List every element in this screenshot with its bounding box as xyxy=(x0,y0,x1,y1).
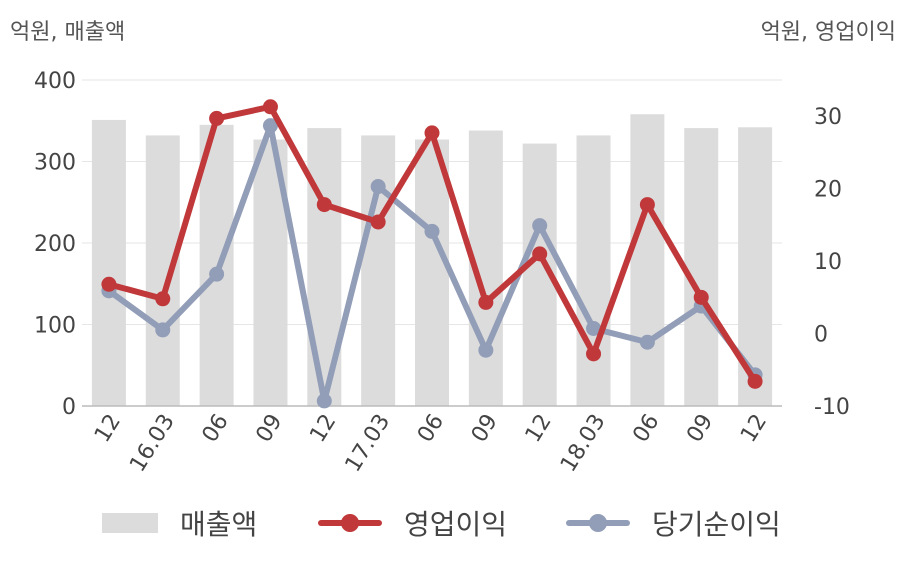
y-left-tick-label: 200 xyxy=(34,232,76,257)
y-right-tick-label: 0 xyxy=(814,323,828,348)
y-right-tick-label: -10 xyxy=(814,395,850,420)
y-left-tick-label: 400 xyxy=(34,69,76,94)
x-tick-label: 12 xyxy=(90,410,126,447)
bar-revenue xyxy=(361,135,396,407)
point-net xyxy=(586,320,602,336)
point-operating xyxy=(747,373,763,389)
y-right-tick-label: 30 xyxy=(814,105,842,130)
bar-revenue xyxy=(91,119,126,406)
x-tick-label: 18.03 xyxy=(556,410,611,477)
legend-swatch-net xyxy=(566,513,630,533)
point-net xyxy=(209,266,225,282)
legend-swatch-operating xyxy=(318,513,382,533)
bar-revenue xyxy=(415,139,449,406)
point-operating xyxy=(532,246,548,262)
legend-label-revenue: 매출액 xyxy=(180,508,258,541)
point-operating xyxy=(478,294,494,310)
y-left-tick-label: 100 xyxy=(34,314,76,339)
x-tick-label: 12 xyxy=(305,410,341,447)
x-tick-label: 17.03 xyxy=(341,410,396,477)
bar-revenue xyxy=(684,128,719,406)
point-operating xyxy=(424,125,440,141)
x-tick-label: 09 xyxy=(682,410,718,447)
x-tick-label: 06 xyxy=(198,410,234,447)
legend-label-net: 당기순이익 xyxy=(652,508,781,541)
x-tick-label: 06 xyxy=(413,410,449,447)
y-left-tick-label: 300 xyxy=(34,151,76,176)
point-operating xyxy=(262,99,278,115)
legend-item-net: 당기순이익 xyxy=(566,500,781,546)
point-operating xyxy=(370,214,386,230)
legend-label-operating: 영업이익 xyxy=(404,508,508,541)
x-tick-label: 12 xyxy=(736,410,772,447)
x-tick-label: 16.03 xyxy=(125,410,180,477)
y-right-tick-label: 10 xyxy=(814,250,842,275)
bar-revenue xyxy=(145,135,180,407)
point-operating xyxy=(101,276,117,292)
x-tick-label: 09 xyxy=(252,410,288,447)
point-net xyxy=(639,334,655,350)
x-tick-label: 09 xyxy=(467,410,503,447)
point-net xyxy=(532,218,548,234)
y-left-tick-label: 0 xyxy=(62,395,76,420)
legend-swatch-revenue xyxy=(102,513,158,533)
point-operating xyxy=(639,197,655,213)
bar-revenue xyxy=(630,114,665,406)
legend-item-operating: 영업이익 xyxy=(318,500,507,546)
point-operating xyxy=(316,197,332,213)
point-operating xyxy=(209,110,225,126)
point-operating xyxy=(693,289,709,305)
point-net xyxy=(316,393,332,409)
chart-legend: 매출액 영업이익 당기순이익 xyxy=(0,500,908,546)
point-net xyxy=(424,223,440,239)
right-axis-unit-label: 억원, 영업이익 xyxy=(760,20,896,45)
point-net xyxy=(370,178,386,194)
point-operating xyxy=(586,346,602,362)
point-operating xyxy=(155,291,171,307)
left-axis-unit-label: 억원, 매출액 xyxy=(10,20,126,45)
x-tick-label: 12 xyxy=(521,410,557,447)
y-right-tick-label: 20 xyxy=(814,178,842,203)
legend-item-revenue: 매출액 xyxy=(102,500,257,546)
point-net xyxy=(155,322,171,338)
bar-revenue xyxy=(576,135,611,407)
point-net xyxy=(262,118,278,134)
x-tick-label: 06 xyxy=(628,410,664,447)
point-net xyxy=(478,342,494,358)
